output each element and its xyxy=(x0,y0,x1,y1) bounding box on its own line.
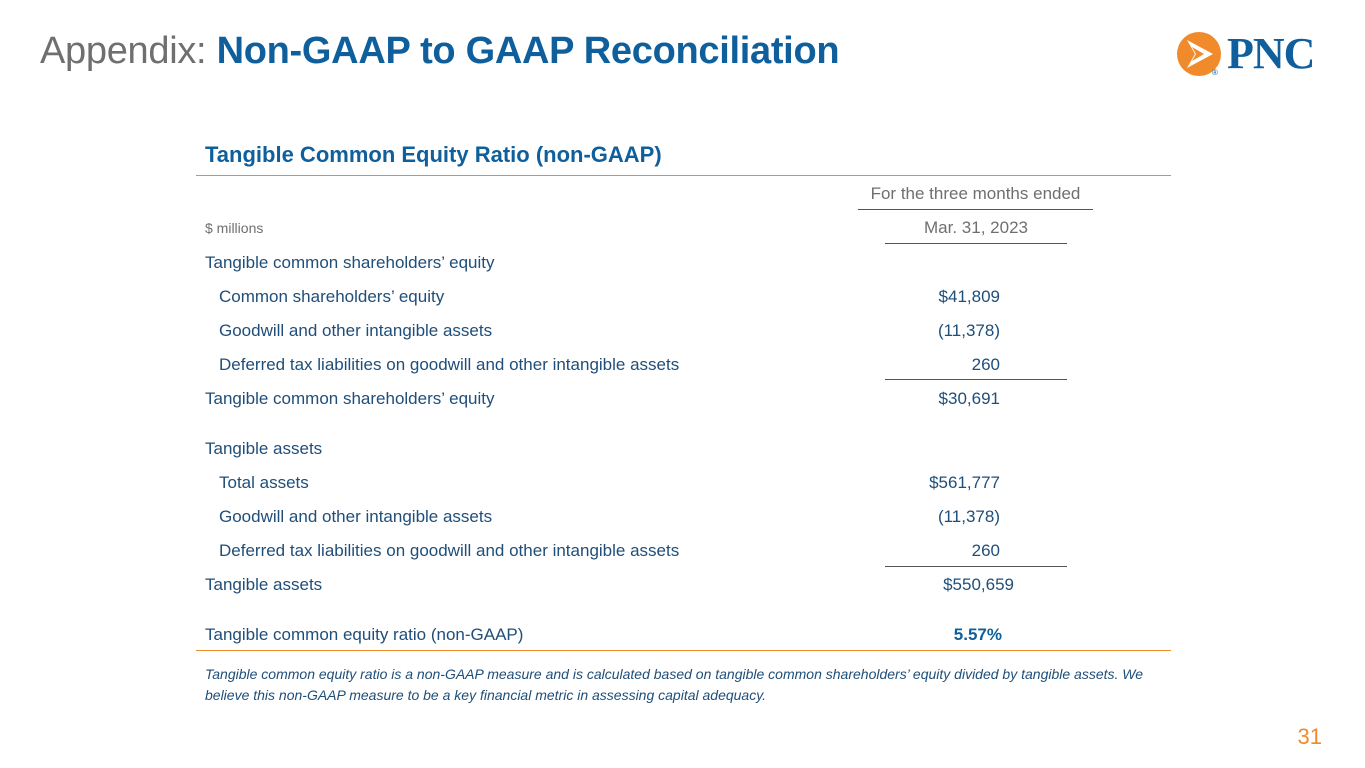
row-label: Tangible assets xyxy=(205,439,323,458)
ratio-value: 5.57% xyxy=(953,625,1002,644)
pnc-arrow-icon xyxy=(1177,32,1221,76)
row-label: Common shareholders’ equity xyxy=(219,287,445,306)
row-label: Deferred tax liabilities on goodwill and… xyxy=(219,541,680,560)
row-label: Tangible common equity ratio (non-GAAP) xyxy=(205,625,524,644)
row-value: 260 xyxy=(971,541,1000,560)
row-value: (11,378) xyxy=(937,321,1000,340)
title-prefix: Appendix: xyxy=(40,30,207,72)
row-label: Goodwill and other intangible assets xyxy=(219,321,493,340)
subtotal-underline xyxy=(885,379,1067,380)
column-date: Mar. 31, 2023 xyxy=(924,218,1028,237)
row-value: $561,777 xyxy=(929,473,1000,492)
row-value: (11,378) xyxy=(937,507,1000,526)
registered-mark: ® xyxy=(1212,68,1218,77)
row-label: Total assets xyxy=(219,473,309,492)
row-value: $41,809 xyxy=(938,287,1000,306)
title-main: Non-GAAP to GAAP Reconciliation xyxy=(216,30,840,72)
column-date-underline xyxy=(885,243,1067,244)
page-number: 31 xyxy=(1297,724,1322,749)
subtotal-underline xyxy=(885,566,1067,567)
period-header-underline xyxy=(858,209,1093,210)
row-value: 260 xyxy=(971,355,1000,374)
period-header: For the three months ended xyxy=(870,184,1081,203)
table-title: Tangible Common Equity Ratio (non-GAAP) xyxy=(205,142,662,167)
row-label: Tangible common shareholders’ equity xyxy=(205,253,495,272)
row-label: Tangible common shareholders’ equity xyxy=(205,389,495,408)
pnc-logo: PNC ® xyxy=(1175,30,1335,78)
logo-wordmark: PNC xyxy=(1227,29,1315,78)
units-label: $ millions xyxy=(205,220,264,236)
row-label: Deferred tax liabilities on goodwill and… xyxy=(219,355,680,374)
row-value: $550,659 xyxy=(943,575,1014,594)
row-label: Goodwill and other intangible assets xyxy=(219,507,493,526)
top-divider xyxy=(196,175,1171,176)
page-title: Appendix: Non-GAAP to GAAP Reconciliatio… xyxy=(40,30,840,73)
bottom-divider xyxy=(196,650,1171,651)
row-label: Tangible assets xyxy=(205,575,323,594)
footnote: Tangible common equity ratio is a non-GA… xyxy=(205,666,1144,703)
row-value: $30,691 xyxy=(938,389,1000,408)
